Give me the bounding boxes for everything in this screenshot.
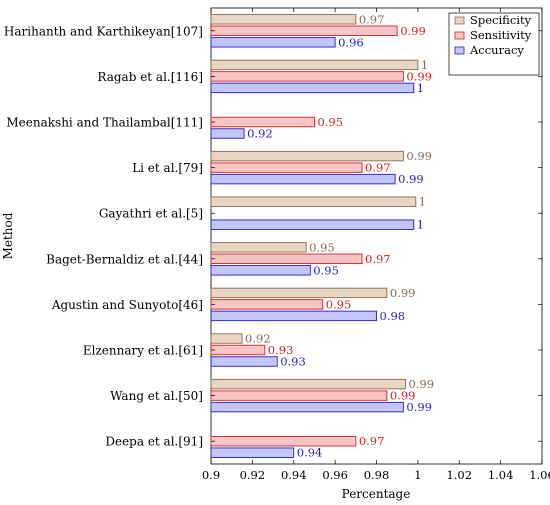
value-label-specificity: 0.99 (390, 286, 416, 300)
bar-sensitivity (210, 253, 363, 265)
value-label-accuracy: 0.95 (313, 263, 339, 277)
x-tick-label: 0.96 (322, 468, 348, 482)
value-label-sensitivity: 0.95 (317, 115, 343, 129)
value-labels-layer: 0.9710.9910.950.990.920.990.990.990.950.… (245, 12, 434, 459)
x-tick-label: 0.98 (364, 468, 390, 482)
bar-specificity (210, 14, 357, 25)
legend-swatch-sensitivity (454, 31, 465, 40)
value-label-accuracy: 0.99 (398, 172, 424, 186)
value-label-sensitivity: 0.95 (326, 297, 352, 311)
x-tick-label: 0.9 (202, 468, 220, 482)
value-label-specificity: 0.99 (408, 377, 434, 391)
value-label-specificity: 0.92 (245, 332, 271, 346)
value-label-sensitivity: 0.93 (268, 343, 294, 357)
legend-label-sensitivity: Sensitivity (470, 28, 532, 42)
bar-specificity (210, 333, 243, 344)
y-axis-ticks: Harihanth and Karthikeyan[107] Ragab et a… (4, 24, 542, 449)
category-label: Gayathri et al.[5] (99, 207, 203, 221)
bar-sensitivity (210, 162, 363, 173)
x-tick-label: 1.06 (529, 468, 550, 482)
value-label-specificity: 0.99 (406, 149, 432, 163)
value-label-sensitivity: 0.97 (365, 252, 391, 266)
x-tick-label: 1 (414, 468, 421, 482)
bar-accuracy (210, 37, 336, 48)
x-tick-label: 1.04 (488, 468, 514, 482)
value-label-accuracy: 0.93 (280, 355, 306, 369)
x-tick-label: 0.92 (240, 468, 266, 482)
legend-swatch-specificity (454, 16, 465, 25)
bar-sensitivity (210, 25, 398, 36)
value-label-specificity: 0.95 (309, 240, 335, 254)
bars-layer (210, 14, 419, 458)
bar-accuracy (210, 356, 278, 367)
bar-specificity (210, 59, 419, 71)
bar-accuracy (210, 82, 415, 94)
category-label: Deepa et al.[91] (105, 435, 203, 449)
legend-swatch-accuracy (454, 46, 465, 55)
value-label-sensitivity: 0.97 (359, 434, 385, 448)
bar-specificity (210, 242, 307, 253)
bar-accuracy (210, 128, 245, 139)
category-label: Harihanth and Karthikeyan[107] (4, 24, 203, 38)
value-label-specificity: 1 (419, 195, 426, 209)
value-label-accuracy: 1 (417, 218, 424, 232)
bar-specificity (210, 196, 417, 207)
x-axis-ticks: 0.9 0.92 0.94 0.96 0.98 1 1.02 1.04 1.06 (202, 8, 550, 482)
bar-specificity (210, 287, 388, 299)
x-tick-label: 0.94 (281, 468, 307, 482)
category-label: Elzennary et al.[61] (83, 344, 203, 358)
bar-sensitivity (210, 390, 388, 401)
bar-specificity (210, 378, 406, 390)
value-label-accuracy: 0.92 (247, 127, 273, 141)
legend-label-accuracy: Accuracy (469, 43, 524, 57)
category-label: Li et al.[79] (132, 161, 203, 175)
value-label-sensitivity: 0.97 (365, 161, 391, 175)
bar-accuracy (210, 310, 377, 322)
bar-sensitivity (210, 116, 315, 128)
value-label-sensitivity: 0.99 (406, 69, 432, 83)
bar-accuracy (210, 401, 404, 413)
bar-sensitivity (210, 71, 404, 82)
value-label-accuracy: 0.96 (338, 35, 364, 49)
value-label-sensitivity: 0.99 (390, 389, 416, 403)
value-label-specificity: 0.97 (359, 12, 385, 26)
legend-label-specificity: Specificity (470, 13, 532, 27)
bar-accuracy (210, 219, 415, 230)
category-label: Ragab et al.[116] (97, 70, 203, 84)
value-label-accuracy: 0.94 (297, 446, 323, 460)
y-axis-label: Method (1, 212, 15, 259)
x-tick-label: 1.02 (446, 468, 472, 482)
bar-sensitivity (210, 344, 266, 356)
category-label: Baget-Bernaldiz et al.[44] (46, 252, 203, 266)
value-label-accuracy: 0.99 (406, 400, 432, 414)
category-label: Wang et al.[50] (110, 389, 203, 403)
value-label-specificity: 1 (421, 58, 428, 72)
bar-accuracy (210, 447, 295, 458)
bar-specificity (210, 150, 404, 162)
bar-sensitivity (210, 299, 324, 310)
x-axis-label: Percentage (342, 487, 411, 501)
bar-accuracy (210, 265, 311, 276)
bar-accuracy (210, 173, 396, 185)
value-label-accuracy: 0.98 (380, 309, 406, 323)
bar-sensitivity (210, 436, 357, 447)
value-label-sensitivity: 0.99 (400, 24, 426, 38)
value-label-accuracy: 1 (417, 81, 424, 95)
category-label: Agustin and Sunyoto[46] (51, 298, 203, 312)
category-label: Meenakshi and Thailambal[111] (6, 116, 203, 130)
